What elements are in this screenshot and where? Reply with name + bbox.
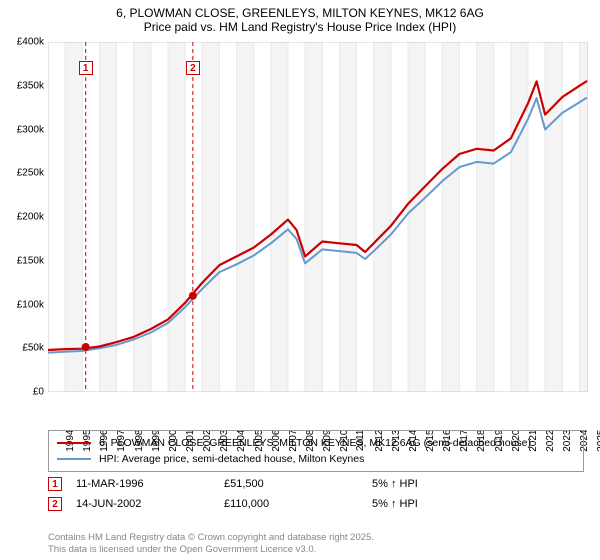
sale-row-1: 2 14-JUN-2002 £110,000 5% ↑ HPI [48, 494, 584, 514]
sale-marker-1-label: 2 [52, 499, 58, 510]
y-tick-400000: £400k [17, 37, 44, 48]
chart-area: 12 [48, 42, 588, 392]
sale-price-1: £110,000 [224, 498, 364, 510]
y-tick-350000: £350k [17, 80, 44, 91]
legend-label-1: HPI: Average price, semi-detached house,… [99, 453, 364, 465]
sales-block: 1 11-MAR-1996 £51,500 5% ↑ HPI 2 14-JUN-… [48, 474, 584, 514]
plot-svg [48, 42, 588, 392]
sale-marker-0: 1 [48, 477, 62, 491]
y-tick-50000: £50k [22, 343, 44, 354]
legend-row-1: HPI: Average price, semi-detached house,… [57, 451, 575, 467]
legend-label-0: 6, PLOWMAN CLOSE, GREENLEYS, MILTON KEYN… [99, 437, 531, 449]
x-axis: 1994199519961997199819992000200120022003… [48, 394, 588, 428]
sale-date-0: 11-MAR-1996 [76, 478, 216, 490]
y-axis: £0£50k£100k£150k£200k£250k£300k£350k£400… [0, 42, 46, 392]
sale-date-1: 14-JUN-2002 [76, 498, 216, 510]
legend-row-0: 6, PLOWMAN CLOSE, GREENLEYS, MILTON KEYN… [57, 435, 575, 451]
y-tick-200000: £200k [17, 212, 44, 223]
sale-row-0: 1 11-MAR-1996 £51,500 5% ↑ HPI [48, 474, 584, 494]
sale-pct-1: 5% ↑ HPI [372, 498, 584, 510]
sale-marker-0-label: 1 [52, 479, 58, 490]
legend-swatch-0 [57, 442, 91, 445]
title-line-2: Price paid vs. HM Land Registry's House … [0, 20, 600, 34]
sale-marker-1: 2 [48, 497, 62, 511]
legend-swatch-1 [57, 458, 91, 460]
y-tick-300000: £300k [17, 124, 44, 135]
title-line-1: 6, PLOWMAN CLOSE, GREENLEYS, MILTON KEYN… [0, 6, 600, 20]
sale-pct-0: 5% ↑ HPI [372, 478, 584, 490]
footer-line-2: This data is licensed under the Open Gov… [48, 544, 374, 556]
x-grid-bands [65, 42, 588, 392]
legend: 6, PLOWMAN CLOSE, GREENLEYS, MILTON KEYN… [48, 430, 584, 472]
sale-price-0: £51,500 [224, 478, 364, 490]
x-tick-2025: 2025 [596, 430, 600, 452]
y-tick-0: £0 [33, 387, 44, 398]
y-tick-100000: £100k [17, 299, 44, 310]
chart-sale-marker-2: 2 [186, 61, 200, 75]
chart-sale-marker-1: 1 [79, 61, 93, 75]
footer-line-1: Contains HM Land Registry data © Crown c… [48, 532, 374, 544]
chart-container: 6, PLOWMAN CLOSE, GREENLEYS, MILTON KEYN… [0, 0, 600, 560]
y-tick-250000: £250k [17, 168, 44, 179]
footer: Contains HM Land Registry data © Crown c… [48, 532, 374, 556]
title-block: 6, PLOWMAN CLOSE, GREENLEYS, MILTON KEYN… [0, 0, 600, 34]
y-tick-150000: £150k [17, 255, 44, 266]
